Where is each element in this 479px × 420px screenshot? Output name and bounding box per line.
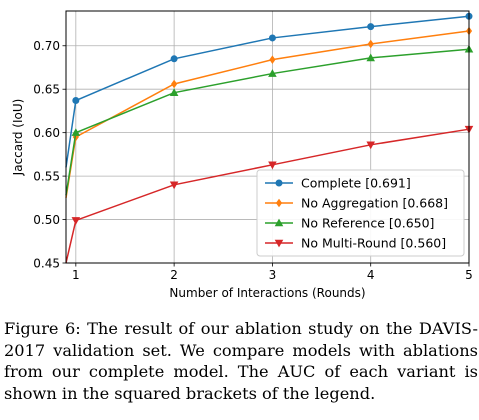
series: [65, 125, 474, 264]
x-tick-label: 3: [269, 268, 277, 282]
legend-box: [256, 169, 465, 257]
legend-entry: No Multi-Round [0.560]: [265, 236, 446, 251]
point-marker: [366, 53, 375, 62]
ablation-line-chart: 1 2 3 4 5 0.45 0.50 0.55 0.60 0.65 0.70 Number of …: [11, 10, 474, 300]
point-marker: [269, 55, 276, 64]
x-tick-label: 2: [170, 268, 178, 282]
ticks: 1 2 3 4 5 0.45 0.50 0.55 0.60 0.65 0.70: [33, 39, 473, 282]
x-tick-label: 5: [465, 268, 473, 282]
point-marker: [366, 141, 375, 150]
point-marker: [367, 39, 374, 49]
point-marker: [268, 69, 277, 77]
point-marker: [268, 34, 276, 42]
caption-line: from our complete model. The AUC of each…: [4, 362, 478, 382]
point-marker: [72, 97, 80, 105]
point-marker: [169, 181, 179, 190]
x-tick-label: 1: [72, 268, 80, 282]
legend-label: Complete [0.691]: [301, 176, 411, 191]
point-marker: [275, 198, 283, 208]
legend-label: No Aggregation [0.668]: [301, 196, 448, 211]
legend-entry: No Reference [0.650]: [265, 216, 434, 231]
y-tick-label: 0.45: [33, 256, 60, 270]
point-marker: [170, 55, 178, 63]
point-marker: [274, 239, 284, 248]
legend-label: No Reference [0.650]: [301, 216, 434, 231]
x-tick-label: 4: [367, 268, 375, 282]
x-axis-label: Number of Interactions (Rounds): [169, 286, 365, 300]
y-tick-label: 0.65: [33, 83, 60, 97]
y-tick-label: 0.70: [33, 39, 60, 53]
y-axis-label: Jaccard (IoU): [11, 99, 25, 177]
plot-frame: [65, 10, 470, 264]
y-tick-label: 0.60: [33, 126, 60, 140]
point-marker: [274, 218, 284, 227]
point-marker: [171, 79, 178, 89]
figure-caption: Figure 6: The result of our ablation stu…: [4, 318, 478, 404]
y-tick-label: 0.55: [33, 169, 60, 183]
y-tick-label: 0.50: [33, 213, 60, 227]
series-layer: [65, 12, 474, 264]
caption-line: 2017 validation set. We compare models w…: [4, 340, 478, 360]
legend: Complete [0.691] No Aggregation [0.668] No…: [256, 169, 465, 257]
point-marker: [268, 161, 277, 170]
point-marker: [275, 179, 283, 187]
point-marker: [367, 23, 375, 31]
point-marker: [71, 217, 81, 225]
legend-label: No Multi-Round [0.560]: [301, 236, 446, 251]
point-marker: [169, 88, 179, 96]
series: [65, 12, 473, 168]
caption-line: Figure 6: The result of our ablation stu…: [4, 319, 478, 338]
legend-entry: No Aggregation [0.668]: [265, 196, 448, 211]
series-line: [65, 48, 470, 196]
caption-line: shown in the squared brackets of the leg…: [4, 383, 376, 403]
series-line: [65, 128, 470, 264]
legend-entry: Complete [0.691]: [265, 176, 411, 191]
point-marker: [71, 128, 81, 136]
series-line: [65, 15, 470, 168]
